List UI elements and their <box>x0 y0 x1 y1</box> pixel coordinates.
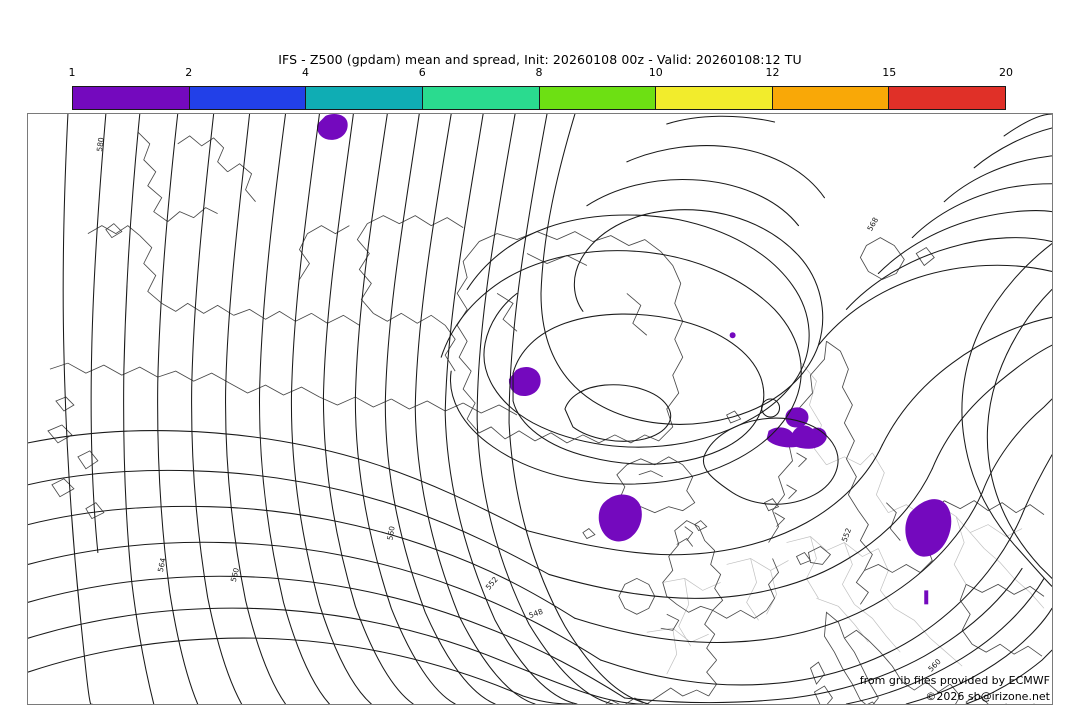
contour-value-labels: 580 560 552 548 564 560 568 560 552 <box>95 137 943 674</box>
colorbar-tick-10: 10 <box>648 66 663 79</box>
colorbar-tick-8: 8 <box>535 66 543 79</box>
colorbar-band-6-8 <box>421 87 539 109</box>
svg-text:552: 552 <box>840 527 853 543</box>
svg-text:560: 560 <box>229 567 241 583</box>
colorbar-gradient <box>72 86 1006 110</box>
attribution-source: from grib files provided by ECMWF <box>859 674 1050 687</box>
contour-lines <box>28 114 1052 704</box>
ensemble-spread-patches <box>317 114 952 605</box>
colorbar-tick-6: 6 <box>418 66 426 79</box>
colorbar-tick-12: 12 <box>765 66 780 79</box>
colorbar-band-15-20 <box>888 87 1005 109</box>
map-panel: 580 560 552 548 564 560 568 560 552 <box>27 113 1053 705</box>
attribution-copyright: ©2026 sb@irizone.net <box>925 690 1050 703</box>
svg-text:568: 568 <box>865 216 880 233</box>
map-graphics: 580 560 552 548 564 560 568 560 552 <box>28 114 1052 704</box>
colorbar-band-8-10 <box>538 87 656 109</box>
svg-text:560: 560 <box>385 525 396 541</box>
colorbar-tick-15: 15 <box>882 66 897 79</box>
colorbar-tick-1: 1 <box>68 66 76 79</box>
colorbar-band-2-4 <box>188 87 306 109</box>
svg-text:564: 564 <box>156 557 168 573</box>
colorbar-tick-2: 2 <box>185 66 193 79</box>
svg-text:548: 548 <box>528 607 545 620</box>
colorbar-band-1-2 <box>73 87 189 109</box>
colorbar-tick-20: 20 <box>999 66 1013 79</box>
colorbar-tick-labels: 1 2 4 6 8 10 12 15 20 <box>68 66 1014 82</box>
colorbar: 1 2 4 6 8 10 12 15 20 <box>69 66 1013 110</box>
colorbar-band-10-12 <box>655 87 772 109</box>
country-borders <box>646 362 1045 675</box>
colorbar-tick-4: 4 <box>302 66 309 79</box>
chart-title: IFS - Z500 (gpdam) mean and spread, Init… <box>278 52 802 67</box>
coastlines <box>47 131 1045 704</box>
colorbar-band-4-6 <box>305 87 422 109</box>
colorbar-band-12-15 <box>771 87 889 109</box>
svg-text:552: 552 <box>484 575 500 592</box>
svg-text:580: 580 <box>95 137 106 153</box>
